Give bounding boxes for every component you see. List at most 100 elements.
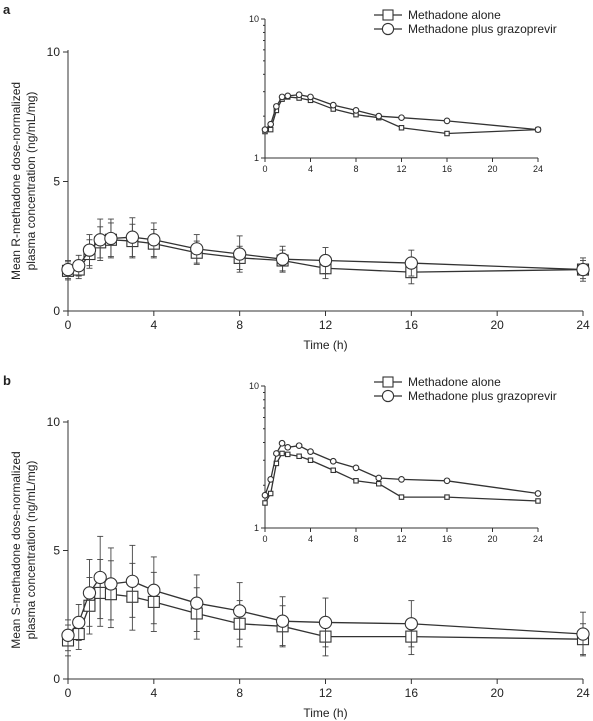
- inset-data-point: [261, 491, 269, 499]
- data-point: [233, 604, 247, 618]
- inset-x-tick-label: 0: [262, 164, 267, 174]
- x-tick-label: 20: [490, 686, 504, 700]
- inset-data-point: [375, 112, 383, 120]
- panel-label: b: [3, 373, 11, 388]
- inset-data-point: [443, 477, 451, 485]
- x-tick-label: 8: [236, 686, 243, 700]
- inset-x-tick-label: 12: [396, 534, 406, 544]
- inset-x-tick-label: 24: [533, 164, 543, 174]
- inset-data-point: [398, 494, 405, 500]
- inset-data-point: [375, 480, 382, 487]
- y-axis-label-line1: Mean S-methadone dose-normalized: [9, 451, 23, 648]
- inset-data-point: [307, 448, 314, 455]
- data-point: [72, 259, 86, 273]
- data-point: [125, 574, 140, 588]
- inset-data-point: [267, 476, 275, 483]
- x-tick-label: 4: [150, 318, 157, 332]
- data-point: [125, 230, 140, 244]
- inset-y-tick-label: 1: [254, 153, 259, 163]
- x-tick-label: 8: [236, 318, 243, 332]
- data-point: [404, 256, 418, 270]
- inset-data-point: [330, 467, 336, 474]
- inset-x-tick-label: 4: [308, 534, 313, 544]
- data-point: [318, 615, 333, 630]
- x-tick-label: 16: [405, 686, 419, 700]
- data-point: [275, 614, 290, 628]
- inset-data-point: [535, 498, 541, 504]
- inset-data-point: [307, 93, 314, 101]
- y-tick-label: 10: [47, 45, 61, 59]
- x-tick-label: 20: [490, 318, 504, 332]
- y-tick-label: 5: [53, 175, 60, 189]
- data-point: [190, 596, 204, 610]
- x-tick-label: 0: [65, 318, 72, 332]
- inset-data-point: [295, 442, 303, 450]
- x-tick-label: 4: [150, 686, 157, 700]
- inset-data-point: [375, 474, 383, 482]
- legend-label: Methadone plus grazoprevir: [408, 389, 557, 403]
- data-point: [147, 233, 161, 247]
- inset-data-point: [398, 476, 405, 483]
- inset-x-tick-label: 0: [262, 534, 267, 544]
- data-point: [147, 583, 161, 597]
- inset-data-point: [353, 478, 359, 484]
- legend-marker: [382, 376, 394, 388]
- inset-data-point: [296, 453, 302, 460]
- panel-label: a: [3, 2, 11, 17]
- data-point: [275, 252, 290, 266]
- y-tick-label: 5: [53, 544, 60, 558]
- y-tick-label: 0: [53, 304, 60, 318]
- data-point: [104, 577, 118, 591]
- x-tick-label: 24: [576, 318, 590, 332]
- inset-data-point: [267, 126, 274, 133]
- data-point: [404, 617, 418, 631]
- data-point: [190, 242, 204, 256]
- inset-data-point: [329, 101, 337, 109]
- data-point: [72, 615, 86, 630]
- inset-x-tick-label: 4: [308, 164, 313, 174]
- inset-data-point: [273, 450, 280, 457]
- data-point: [318, 253, 333, 268]
- legend-marker: [381, 22, 395, 36]
- x-tick-label: 0: [65, 686, 72, 700]
- inset-data-point: [444, 130, 450, 137]
- inset-data-point: [278, 439, 286, 447]
- legend-marker: [381, 389, 395, 403]
- inset-data-point: [307, 457, 314, 463]
- inset-x-tick-label: 12: [396, 164, 406, 174]
- inset-x-tick-label: 8: [353, 534, 358, 544]
- inset-data-point: [284, 451, 291, 458]
- inset-data-point: [352, 107, 360, 114]
- inset-data-point: [284, 92, 292, 100]
- inset-x-tick-label: 20: [487, 534, 497, 544]
- inset-data-point: [261, 126, 269, 133]
- y-axis-label-line1: Mean R-methadone dose-normalized: [9, 82, 23, 280]
- x-tick-label: 16: [405, 318, 419, 332]
- inset-data-point: [444, 494, 450, 500]
- inset-x-tick-label: 24: [533, 534, 543, 544]
- inset-data-point: [273, 103, 280, 110]
- inset-x-tick-label: 16: [442, 534, 452, 544]
- data-point: [576, 627, 590, 641]
- data-point: [61, 628, 75, 642]
- inset-data-point: [443, 117, 451, 125]
- data-point: [93, 570, 107, 585]
- inset-data-point: [534, 490, 542, 497]
- data-point: [233, 247, 247, 261]
- x-axis-label: Time (h): [303, 706, 347, 720]
- inset-data-point: [398, 125, 405, 131]
- inset-x-tick-label: 16: [442, 164, 452, 174]
- inset-data-point: [278, 93, 286, 101]
- y-tick-label: 10: [47, 415, 61, 429]
- legend-marker: [382, 9, 394, 21]
- data-point: [82, 243, 97, 257]
- data-point: [82, 586, 97, 600]
- inset-data-point: [279, 450, 285, 457]
- data-point: [104, 231, 118, 246]
- x-axis-label: Time (h): [303, 338, 347, 352]
- inset-x-tick-label: 20: [487, 164, 497, 174]
- x-tick-label: 12: [319, 318, 333, 332]
- inset-y-tick-label: 1: [254, 523, 259, 533]
